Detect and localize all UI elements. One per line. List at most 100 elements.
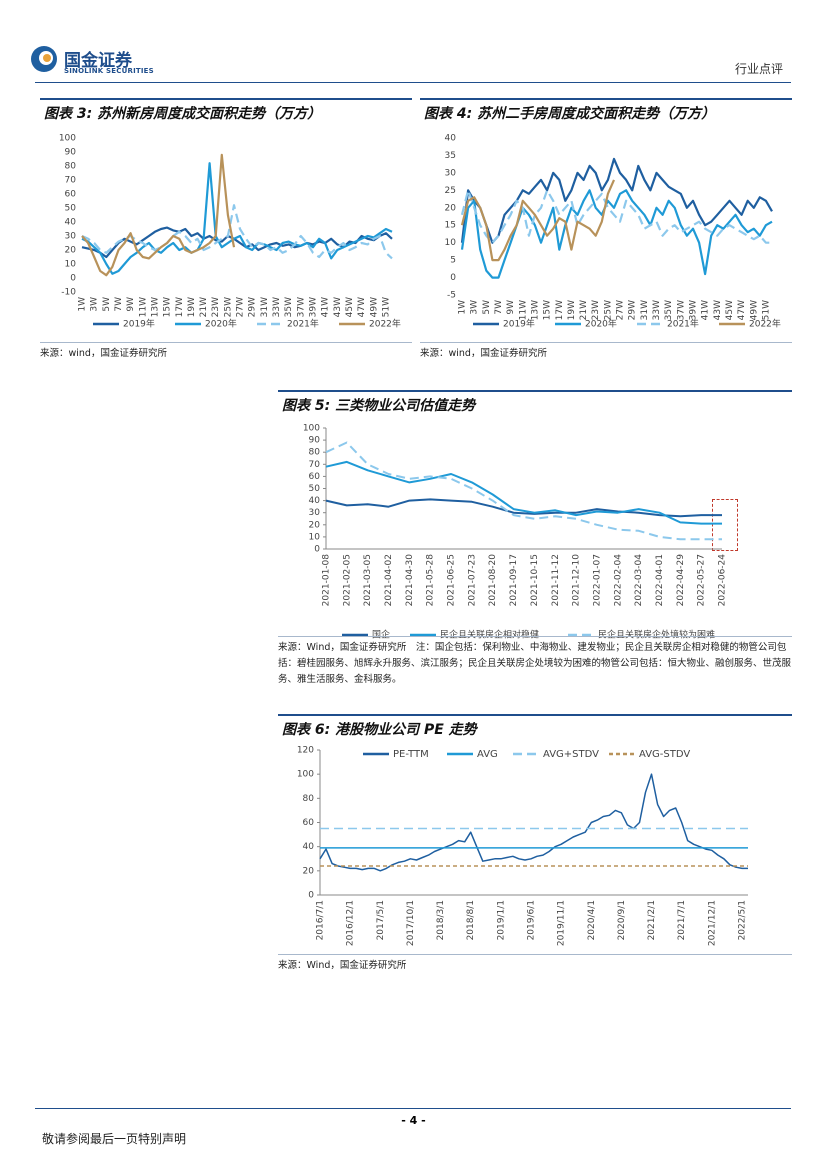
y-tick-label: -10 xyxy=(61,288,76,298)
x-tick-label: 2021/2/1 xyxy=(647,900,657,940)
x-tick-label: 2021-02-05 xyxy=(342,554,352,606)
figure-title: 图表 6: 港股物业公司 PE 走势 xyxy=(278,714,792,738)
x-tick-label: 15W xyxy=(543,300,553,320)
legend-label: AVG-STDV xyxy=(639,749,690,760)
x-tick-label: 27W xyxy=(616,300,626,320)
x-tick-label: 19W xyxy=(187,297,197,317)
x-tick-label: 25W xyxy=(603,300,613,320)
logo-en: SINOLINK SECURITIES xyxy=(64,67,154,75)
series-line xyxy=(460,189,773,279)
y-tick-label: 100 xyxy=(297,770,314,780)
y-tick-label: 70 xyxy=(65,176,77,186)
figure-source: 来源：wind，国金证券研究所 xyxy=(420,342,792,362)
disclaimer: 敬请参阅最后一页特别声明 xyxy=(42,1132,187,1146)
y-tick-label: 90 xyxy=(309,436,321,446)
series-line xyxy=(460,189,772,244)
x-tick-label: 7W xyxy=(114,297,124,312)
chart: -10 0 10 20 30 40 50 60 70 80 90 100 1W 3W 5W 7W 9W 11W 13… xyxy=(59,134,401,330)
y-tick-label: 30 xyxy=(445,168,457,178)
figure-title: 图表 3: 苏州新房周度成交面积走势（万方） xyxy=(40,98,412,122)
y-tick-label: 35 xyxy=(445,151,456,161)
legend-label: PE-TTM xyxy=(393,749,429,760)
x-tick-label: 5W xyxy=(102,297,112,312)
x-tick-label: 29W xyxy=(628,300,638,320)
figure-title: 图表 5: 三类物业公司估值走势 xyxy=(278,390,792,414)
y-tick-label: 20 xyxy=(309,520,321,530)
x-tick-label: 23W xyxy=(211,297,221,317)
x-tick-label: 2022-06-24 xyxy=(718,554,728,607)
x-tick-label: 45W xyxy=(725,300,735,320)
y-tick-label: 80 xyxy=(303,794,315,804)
x-tick-label: 17W xyxy=(175,297,185,317)
x-tick-label: 35W xyxy=(664,300,674,320)
legend-label: 2019年 xyxy=(123,318,155,330)
x-tick-label: 3W xyxy=(470,300,480,315)
figure-title: 图表 4: 苏州二手房周度成交面积走势（万方） xyxy=(420,98,792,122)
x-tick-label: 2022-01-07 xyxy=(592,554,602,606)
x-tick-label: 29W xyxy=(248,297,258,317)
series-line xyxy=(460,157,773,244)
x-tick-label: 13W xyxy=(150,297,160,317)
x-tick-label: 1W xyxy=(458,300,468,315)
y-tick-label: 10 xyxy=(445,238,457,248)
logo-icon xyxy=(31,46,57,72)
x-tick-label: 43W xyxy=(333,297,343,317)
x-tick-label: 2020/4/1 xyxy=(587,900,597,940)
x-tick-label: 2016/7/1 xyxy=(316,900,326,940)
x-tick-label: 19W xyxy=(567,300,577,320)
legend-label: 2022年 xyxy=(369,318,401,330)
y-tick-label: 60 xyxy=(309,472,321,482)
y-tick-label: 60 xyxy=(65,190,77,200)
x-tick-label: 2022-04-29 xyxy=(676,554,686,607)
x-tick-label: 37W xyxy=(676,300,686,320)
y-tick-label: 90 xyxy=(65,148,77,158)
legend-label: 民企且关联房企处境较为困难 xyxy=(598,629,715,641)
y-tick-label: 0 xyxy=(308,891,314,901)
x-tick-label: 2021/12/1 xyxy=(707,900,717,946)
y-tick-label: 100 xyxy=(303,424,320,434)
x-tick-label: 31W xyxy=(260,297,270,317)
x-tick-label: 47W xyxy=(357,297,367,317)
x-tick-label: 2017/5/1 xyxy=(376,900,386,940)
figure-source: 来源：Wind，国金证券研究所 xyxy=(278,954,792,974)
x-tick-label: 47W xyxy=(737,300,747,320)
x-tick-label: 2021-07-23 xyxy=(467,554,477,606)
x-tick-label: 2017/10/1 xyxy=(406,900,416,946)
x-tick-label: 2016/12/1 xyxy=(346,900,356,946)
x-tick-label: 2021/7/1 xyxy=(677,900,687,940)
legend-label: 2022年 xyxy=(749,318,781,330)
figure-source: 来源：Wind，国金证券研究所 注：国企包括：保利物业、中海物业、建发物业；民企… xyxy=(278,636,792,688)
y-tick-label: -5 xyxy=(447,291,456,301)
x-tick-label: 43W xyxy=(713,300,723,320)
y-tick-label: 40 xyxy=(309,496,321,506)
x-tick-label: 2021-09-17 xyxy=(509,554,519,606)
x-tick-label: 27W xyxy=(236,297,246,317)
y-tick-label: 50 xyxy=(309,484,321,494)
x-tick-label: 45W xyxy=(345,297,355,317)
x-tick-label: 25W xyxy=(223,297,233,317)
x-tick-label: 39W xyxy=(688,300,698,320)
chart: 0 20 40 60 80 100 120 2016/7/1 2016/12/1 2017/5/1… xyxy=(297,746,748,946)
y-tick-label: 30 xyxy=(65,232,77,242)
x-tick-label: 23W xyxy=(591,300,601,320)
y-tick-label: 0 xyxy=(450,273,456,283)
y-tick-label: 70 xyxy=(309,460,321,470)
x-tick-label: 2022-02-04 xyxy=(613,554,623,607)
x-tick-label: 2018/3/1 xyxy=(436,900,446,940)
series-line xyxy=(319,773,748,872)
y-tick-label: 50 xyxy=(65,204,77,214)
header-rule xyxy=(35,82,791,83)
chart: 0 10 20 30 40 50 60 70 80 90 100 2021-01-08 2021-02-… xyxy=(303,424,728,641)
y-tick-label: 15 xyxy=(445,221,456,231)
x-tick-label: 2021-10-15 xyxy=(530,554,540,606)
series-line xyxy=(325,498,722,518)
y-tick-label: 40 xyxy=(445,134,457,144)
x-tick-label: 49W xyxy=(369,297,379,317)
y-tick-label: 20 xyxy=(65,246,77,256)
x-tick-label: 2018/8/1 xyxy=(466,900,476,940)
x-tick-label: 41W xyxy=(321,297,331,317)
x-tick-label: 2021-11-12 xyxy=(551,554,561,606)
x-tick-label: 39W xyxy=(308,297,318,317)
x-tick-label: 2022-04-01 xyxy=(655,554,665,606)
logo-cn: 国金证券 xyxy=(64,51,132,71)
